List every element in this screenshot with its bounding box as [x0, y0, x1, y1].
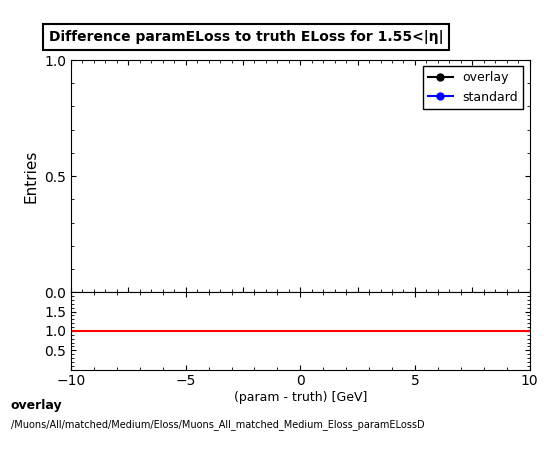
- Text: /Muons/All/matched/Medium/Eloss/Muons_All_matched_Medium_Eloss_paramELossD: /Muons/All/matched/Medium/Eloss/Muons_Al…: [11, 419, 425, 430]
- Text: Difference paramELoss to truth ELoss for 1.55<|η|: Difference paramELoss to truth ELoss for…: [49, 30, 443, 44]
- Text: overlay: overlay: [11, 399, 63, 412]
- Legend: overlay, standard: overlay, standard: [423, 67, 524, 109]
- X-axis label: (param - truth) [GeV]: (param - truth) [GeV]: [234, 391, 367, 404]
- Y-axis label: Entries: Entries: [23, 149, 39, 203]
